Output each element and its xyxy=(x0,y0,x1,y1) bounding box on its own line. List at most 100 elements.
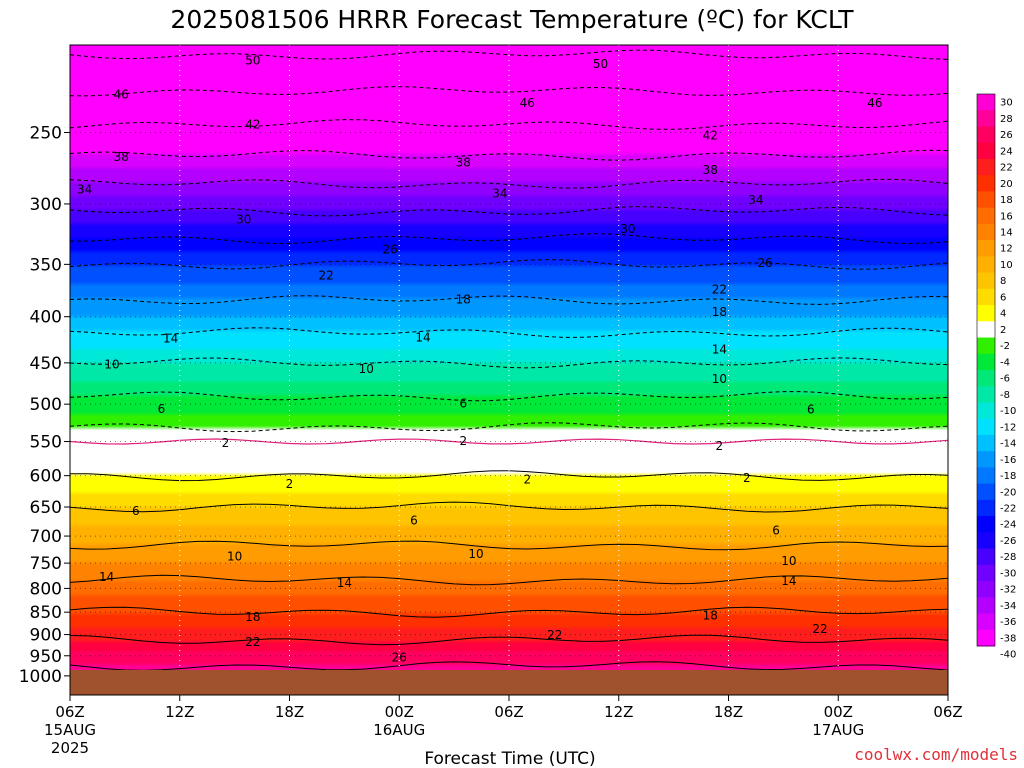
isotherm-14 xyxy=(70,574,948,586)
contour-label-text: 14 xyxy=(337,576,352,590)
isotherm-22 xyxy=(70,634,948,646)
x-tick-label: 06Z xyxy=(933,703,962,721)
x-tick-label: 16AUG xyxy=(373,721,425,739)
contour-label-text: 2 xyxy=(286,477,294,491)
contour-label-text: 18 xyxy=(703,608,718,622)
x-tick-label: 15AUG xyxy=(44,721,96,739)
colorbar-label: -14 xyxy=(1000,439,1016,450)
colorbar-label: 4 xyxy=(1000,309,1006,320)
colorbar-label: 24 xyxy=(1000,146,1013,157)
contour-label-text: 38 xyxy=(114,150,129,164)
contour-label: 26 xyxy=(757,256,772,270)
y-tick-label: 500 xyxy=(30,395,62,415)
colorbar-swatch xyxy=(977,321,995,339)
contour-label: 42 xyxy=(703,129,718,143)
colorbar-swatch xyxy=(977,597,995,615)
colorbar-swatch xyxy=(977,516,995,533)
contour-label-text: 14 xyxy=(781,574,796,588)
colorbar-swatch xyxy=(977,256,995,274)
y-tick-label: 450 xyxy=(30,354,62,374)
colorbar-label: -8 xyxy=(1000,390,1010,401)
contour-label: 22 xyxy=(712,282,727,296)
colorbar-label: 16 xyxy=(1000,211,1013,222)
contour-label: 6 xyxy=(807,403,815,417)
colorbar-swatch xyxy=(977,499,995,517)
contour-label: 42 xyxy=(245,118,260,132)
contour-label: 26 xyxy=(392,650,407,664)
colorbar-swatch xyxy=(977,629,995,647)
contour-label: 26 xyxy=(382,243,397,257)
x-tick-label: 06Z xyxy=(55,703,84,721)
contour-label-text: 6 xyxy=(459,396,467,410)
colorbar-label: 8 xyxy=(1000,276,1006,287)
contour-label-text: 10 xyxy=(781,554,796,568)
colorbar-label: -32 xyxy=(1000,585,1016,596)
contour-label: 34 xyxy=(748,193,763,207)
colorbar-label: 28 xyxy=(1000,114,1013,125)
colorbar-swatch xyxy=(977,305,995,322)
colorbar-label: -18 xyxy=(1000,471,1016,482)
y-tick-label: 800 xyxy=(30,579,62,599)
contour-label-text: 46 xyxy=(867,96,882,110)
contour-label: 34 xyxy=(492,186,507,200)
colorbar-swatch xyxy=(977,370,995,387)
contour-label-text: 14 xyxy=(163,332,178,346)
colorbar-swatch xyxy=(977,110,995,127)
contour-label: 38 xyxy=(114,150,129,164)
contour-label-text: 2 xyxy=(523,473,531,487)
contour-label-text: 18 xyxy=(712,305,727,319)
colorbar-label: -10 xyxy=(1000,406,1016,417)
colorbar-swatch xyxy=(977,532,995,550)
contour-label: 18 xyxy=(245,610,260,624)
x-tick-label: 18Z xyxy=(275,703,304,721)
contour-label: 22 xyxy=(547,628,562,642)
contour-label-text: 26 xyxy=(382,243,397,257)
colorbar-swatch xyxy=(977,94,995,111)
contour-label: 2 xyxy=(286,477,294,491)
colorbar-swatch xyxy=(977,288,995,306)
colorbar-label: -38 xyxy=(1000,633,1016,644)
contour-label-text: 2 xyxy=(459,434,467,448)
x-tick-label: 06Z xyxy=(494,703,523,721)
colorbar-swatch xyxy=(977,483,995,501)
contour-label: 46 xyxy=(867,96,882,110)
contour-label: 2 xyxy=(523,473,531,487)
contour-label-text: 42 xyxy=(703,129,718,143)
colorbar-label: -20 xyxy=(1000,487,1016,498)
chart-title: 2025081506 HRRR Forecast Temperature (ºC… xyxy=(170,5,854,34)
contour-label-text: 34 xyxy=(77,182,92,196)
contour-label-text: 6 xyxy=(807,403,815,417)
colorbar-label: -28 xyxy=(1000,552,1016,563)
x-tick-label: 00Z xyxy=(824,703,853,721)
colorbar-label: -6 xyxy=(1000,374,1010,385)
colorbar-label: -34 xyxy=(1000,601,1016,612)
y-tick-label: 300 xyxy=(30,195,62,215)
x-tick-label: 2025 xyxy=(51,739,89,757)
colorbar-label: 26 xyxy=(1000,130,1013,141)
colorbar-label: 20 xyxy=(1000,179,1013,190)
colorbar-label: -22 xyxy=(1000,504,1016,515)
contour-label-text: 38 xyxy=(456,156,471,170)
y-tick-label: 850 xyxy=(30,603,62,623)
x-axis-label: Forecast Time (UTC) xyxy=(424,749,595,768)
y-tick-label: 750 xyxy=(30,554,62,574)
colorbar-label: 12 xyxy=(1000,244,1013,255)
y-tick-label: 950 xyxy=(30,647,62,667)
contour-label: 38 xyxy=(456,156,471,170)
grid xyxy=(70,45,948,695)
contour-label-text: 10 xyxy=(359,362,374,376)
contour-label: 18 xyxy=(703,608,718,622)
contour-label: 10 xyxy=(468,547,483,561)
contour-label: 46 xyxy=(114,88,129,102)
colorbar-label: -2 xyxy=(1000,341,1010,352)
contour-label-text: 2 xyxy=(716,439,724,453)
colorbar-swatch xyxy=(977,223,995,241)
contour-label-text: 50 xyxy=(593,57,608,71)
contour-label: 10 xyxy=(781,554,796,568)
colorbar-label: 18 xyxy=(1000,195,1013,206)
contour-label: 10 xyxy=(712,372,727,386)
contour-label: 38 xyxy=(703,163,718,177)
contour-label-text: 30 xyxy=(236,212,251,226)
contour-label: 6 xyxy=(459,396,467,410)
